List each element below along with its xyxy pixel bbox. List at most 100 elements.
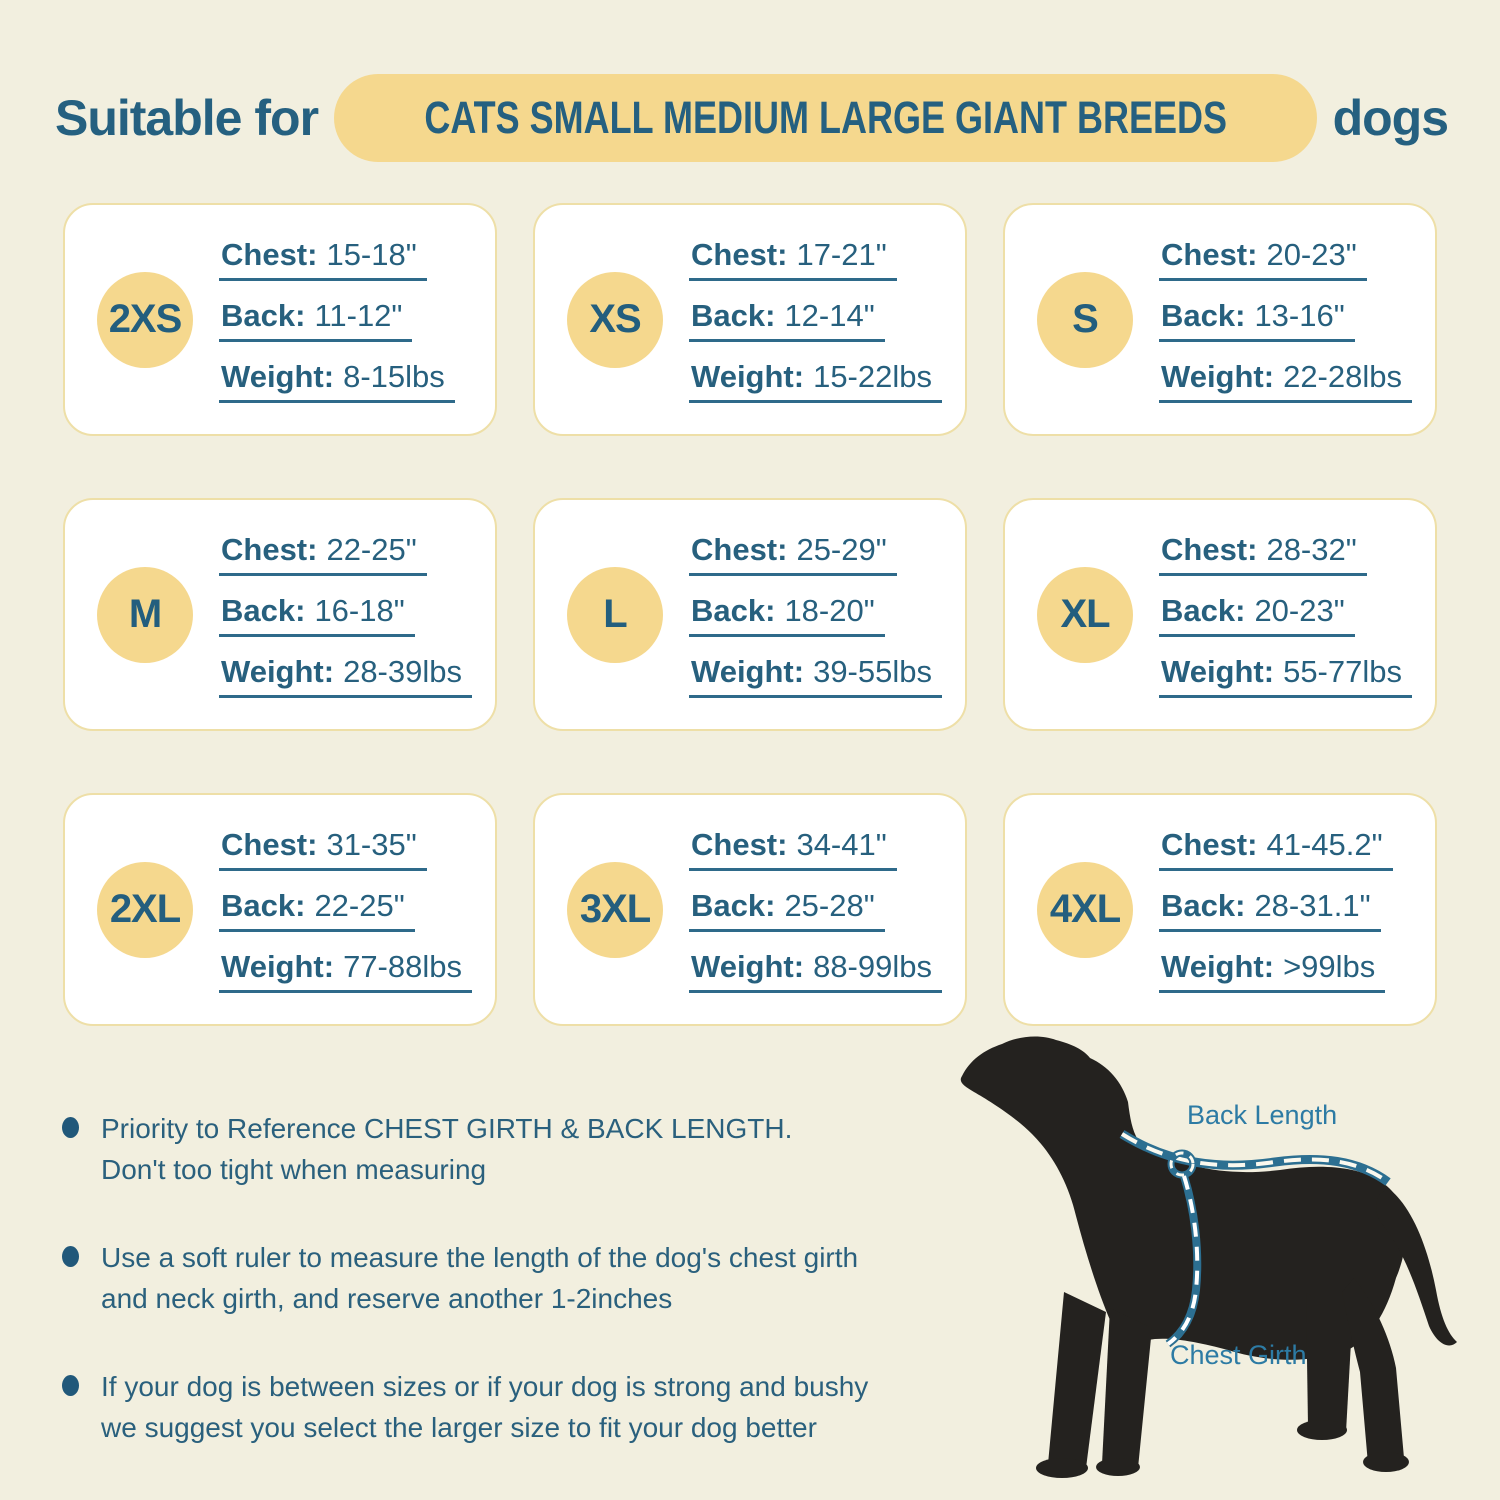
weight-spec: Weight: 39-55lbs [689,654,942,698]
chest-value: 31-35" [326,826,417,862]
back-spec: Back: 16-18" [219,593,415,637]
note-text: If your dog is between sizes or if your … [101,1370,869,1444]
size-badge-xs: XS [567,271,663,368]
back-spec: Back: 20-23" [1159,593,1355,637]
back-label: Back: [221,297,306,333]
back-value: 25-28" [784,887,875,923]
weight-spec: Weight: 15-22lbs [689,359,942,403]
chest-girth-line [1165,1149,1202,1348]
weight-value: 28-39lbs [343,653,462,689]
size-badge-2xs: 2XS [97,271,193,368]
measuring-notes: Priority to Reference CHEST GIRTH & BACK… [62,1108,1012,1449]
chest-label: Chest: [1161,826,1258,862]
chest-girth-label: Chest Girth [1170,1340,1307,1370]
dog-silhouette [960,1036,1457,1478]
back-label: Back: [1161,297,1246,333]
size-card-2xl: 2XL Chest: 31-35" Back: 22-25" Weight: 77-8… [63,793,497,1026]
weight-label: Weight: [1161,358,1275,394]
weight-label: Weight: [221,358,335,394]
specs-4xl: Chest: 41-45.2" Back: 28-31.1" Weight: >99l… [1159,827,1393,993]
back-value: 18-20" [784,592,875,628]
back-label: Back: [691,297,776,333]
weight-value: 55-77lbs [1283,653,1402,689]
size-card-s: S Chest: 20-23" Back: 13-16" Weight: 22-28l… [1003,203,1437,436]
back-spec: Back: 12-14" [689,298,885,342]
specs-s: Chest: 20-23" Back: 13-16" Weight: 22-28lbs [1159,237,1412,403]
specs-xs: Chest: 17-21" Back: 12-14" Weight: 15-22lbs [689,237,942,403]
chest-spec: Chest: 25-29" [689,532,897,576]
back-spec: Back: 25-28" [689,888,885,932]
weight-value: 22-28lbs [1283,358,1402,394]
size-badge-l: L [567,566,663,663]
back-value: 16-18" [314,592,405,628]
title-highlight-pill: CATS SMALL MEDIUM LARGE GIANT BREEDS [334,74,1317,162]
weight-value: 88-99lbs [813,948,932,984]
dog-measuring-diagram: Back Length Chest Girth [960,1030,1480,1500]
title-prefix: Suitable for [55,90,319,146]
size-card-xs: XS Chest: 17-21" Back: 12-14" Weight: 15-22… [533,203,967,436]
back-spec: Back: 22-25" [219,888,415,932]
weight-spec: Weight: 28-39lbs [219,654,472,698]
note-text: Priority to Reference CHEST GIRTH & BACK… [101,1113,793,1186]
weight-spec: Weight: >99lbs [1159,948,1386,993]
bullet-dot-icon [62,1245,79,1267]
bullet-dot-icon [62,1374,79,1396]
back-label: Back: [1161,887,1246,923]
weight-value: 15-22lbs [813,358,932,394]
weight-spec: Weight: 22-28lbs [1159,359,1412,403]
specs-m: Chest: 22-25" Back: 16-18" Weight: 28-39lbs [219,532,472,698]
chest-value: 20-23" [1266,236,1357,272]
back-value: 11-12" [314,297,403,333]
weight-spec: Weight: 8-15lbs [219,359,455,403]
chest-value: 15-18" [326,236,417,272]
back-length-label: Back Length [1187,1100,1338,1130]
note-item: Priority to Reference CHEST GIRTH & BACK… [62,1108,1012,1191]
size-badge-s: S [1037,271,1133,368]
back-value: 13-16" [1254,297,1345,333]
chest-spec: Chest: 28-32" [1159,532,1367,576]
back-length-line [1119,1130,1391,1186]
chest-value: 25-29" [796,531,887,567]
note-text: Use a soft ruler to measure the length o… [101,1241,859,1315]
weight-label: Weight: [221,653,335,689]
dog-silhouette-illustration [960,1036,1457,1478]
weight-label: Weight: [691,358,805,394]
size-badge-2xl: 2XL [97,861,193,958]
chest-label: Chest: [221,236,318,272]
back-label: Back: [691,887,776,923]
size-badge-3xl: 3XL [567,861,663,958]
specs-2xs: Chest: 15-18" Back: 11-12" Weight: 8-15lbs [219,237,455,403]
chest-label: Chest: [1161,531,1258,567]
chest-value: 17-21" [796,236,887,272]
chest-value: 34-41" [796,826,887,862]
chest-spec: Chest: 34-41" [689,827,897,871]
note-item: If your dog is between sizes or if your … [62,1366,1012,1449]
specs-3xl: Chest: 34-41" Back: 25-28" Weight: 88-99lbs [689,827,942,993]
size-card-3xl: 3XL Chest: 34-41" Back: 25-28" Weight: 88-9… [533,793,967,1026]
back-label: Back: [221,887,306,923]
chest-spec: Chest: 15-18" [219,237,427,281]
weight-spec: Weight: 88-99lbs [689,949,942,993]
weight-label: Weight: [1161,948,1275,984]
back-spec: Back: 18-20" [689,593,885,637]
page-title: Suitable for CATS SMALL MEDIUM LARGE GIA… [55,72,1449,164]
back-value: 22-25" [314,887,405,923]
chest-spec: Chest: 20-23" [1159,237,1367,281]
chest-spec: Chest: 31-35" [219,827,427,871]
size-card-2xs: 2XS Chest: 15-18" Back: 11-12" Weight: 8-15… [63,203,497,436]
size-badge-xl: XL [1037,566,1133,663]
chest-value: 28-32" [1266,531,1357,567]
bullet-dot-icon [62,1117,79,1138]
size-card-l: L Chest: 25-29" Back: 18-20" Weight: 39-55l… [533,498,967,731]
chest-label: Chest: [221,826,318,862]
back-spec: Back: 28-31.1" [1159,888,1381,932]
chest-label: Chest: [691,531,788,567]
chest-spec: Chest: 41-45.2" [1159,827,1393,871]
weight-value: 39-55lbs [813,653,932,689]
weight-value: 77-88lbs [343,948,462,984]
chest-spec: Chest: 22-25" [219,532,427,576]
chest-label: Chest: [221,531,318,567]
chest-label: Chest: [1161,236,1258,272]
weight-label: Weight: [1161,653,1275,689]
